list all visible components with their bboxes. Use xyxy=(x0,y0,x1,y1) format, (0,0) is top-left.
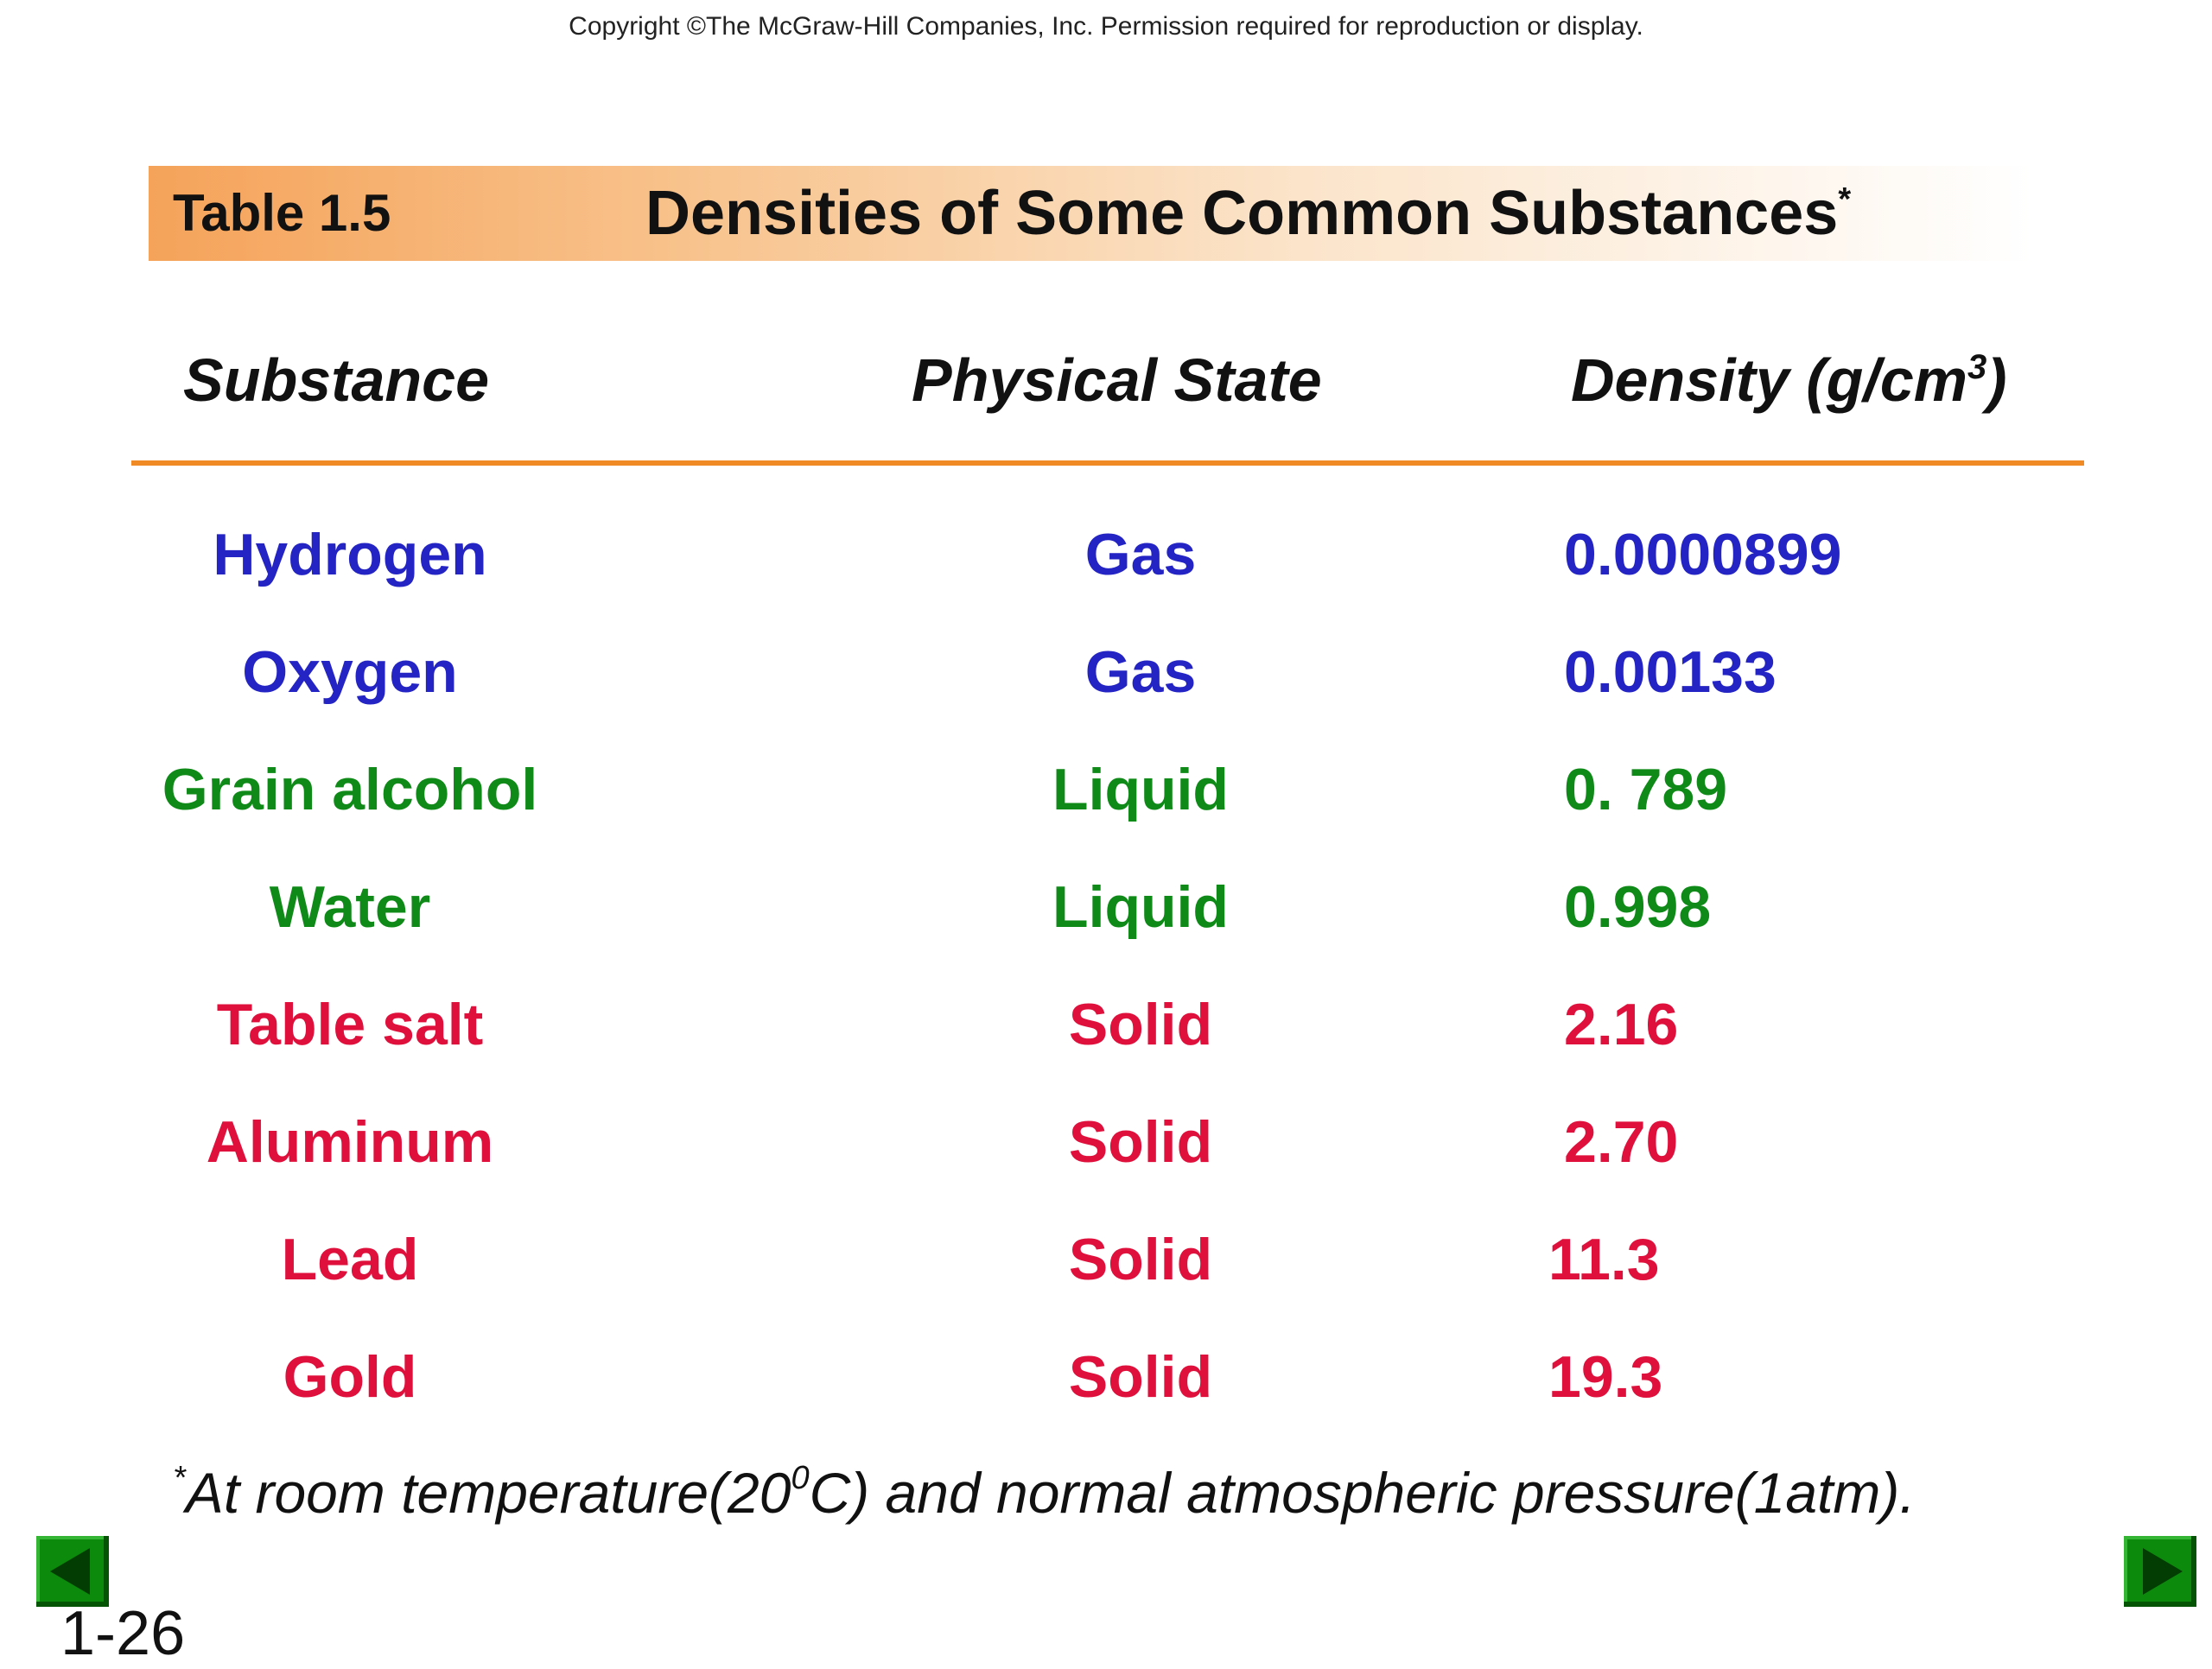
footnote-degree-superscript: 0 xyxy=(791,1460,810,1496)
header-density-close: ) xyxy=(1986,346,2007,414)
cell-density: 0.00133 xyxy=(1564,639,1777,705)
header-physical-state: Physical State xyxy=(912,346,1322,414)
footnote: *At room temperature(200C) and normal at… xyxy=(173,1460,1916,1526)
header-density-text: Density (g/cm xyxy=(1571,346,1967,414)
table-row: Aluminum Solid 2.70 xyxy=(0,1095,2212,1190)
cell-substance: Table salt xyxy=(216,992,484,1057)
cell-density: 2.16 xyxy=(1564,992,1679,1057)
table-title-bar: Table 1.5 Densities of Some Common Subst… xyxy=(149,166,2032,261)
cell-density: 0. 789 xyxy=(1564,757,1728,822)
cell-substance: Hydrogen xyxy=(213,522,487,587)
header-substance: Substance xyxy=(183,346,489,414)
cell-substance: Aluminum xyxy=(206,1109,494,1175)
cell-physical-state: Liquid xyxy=(1052,874,1229,940)
cell-density: 0.998 xyxy=(1564,874,1712,940)
header-divider xyxy=(131,460,2084,466)
cell-substance: Grain alcohol xyxy=(162,757,538,822)
table-row: Grain alcohol Liquid 0. 789 xyxy=(0,742,2212,837)
cell-physical-state: Gas xyxy=(1084,522,1197,587)
table-row: Oxygen Gas 0.00133 xyxy=(0,625,2212,720)
cell-substance: Gold xyxy=(283,1344,417,1410)
table-row: Water Liquid 0.998 xyxy=(0,860,2212,955)
cell-density: 0.0000899 xyxy=(1564,522,1842,587)
title-footnote-mark: * xyxy=(1838,181,1852,218)
table-title: Densities of Some Common Substances* xyxy=(645,166,1851,261)
footnote-text-end: C) and normal atmospheric pressure(1atm)… xyxy=(809,1461,1916,1525)
slide-number: 1-26 xyxy=(60,1599,186,1668)
table-row: Table salt Solid 2.16 xyxy=(0,977,2212,1072)
table-row: Hydrogen Gas 0.0000899 xyxy=(0,507,2212,602)
previous-slide-button[interactable] xyxy=(36,1536,109,1607)
cell-substance: Lead xyxy=(281,1227,419,1292)
cell-physical-state: Solid xyxy=(1068,1227,1213,1292)
cell-density: 11.3 xyxy=(1548,1227,1660,1292)
table-number: Table 1.5 xyxy=(173,184,391,242)
cell-physical-state: Solid xyxy=(1068,1109,1213,1175)
cell-physical-state: Gas xyxy=(1084,639,1197,705)
cell-density: 19.3 xyxy=(1548,1344,1663,1410)
cell-physical-state: Liquid xyxy=(1052,757,1229,822)
header-density-superscript: 3 xyxy=(1967,348,1987,386)
footnote-text-start: At room temperature(20 xyxy=(185,1461,791,1525)
footnote-mark: * xyxy=(173,1460,186,1496)
table-row: Gold Solid 19.3 xyxy=(0,1329,2212,1425)
header-density: Density (g/cm3) xyxy=(1571,346,2007,415)
table-title-text: Densities of Some Common Substances xyxy=(645,179,1839,248)
copyright-notice: Copyright ©The McGraw-Hill Companies, In… xyxy=(569,12,1643,41)
cell-physical-state: Solid xyxy=(1068,992,1213,1057)
triangle-right-icon xyxy=(2143,1548,2183,1595)
table-row: Lead Solid 11.3 xyxy=(0,1212,2212,1307)
triangle-left-icon xyxy=(50,1548,90,1595)
cell-substance: Oxygen xyxy=(242,639,458,705)
next-slide-button[interactable] xyxy=(2124,1536,2196,1607)
cell-physical-state: Solid xyxy=(1068,1344,1213,1410)
cell-density: 2.70 xyxy=(1564,1109,1679,1175)
cell-substance: Water xyxy=(269,874,431,940)
